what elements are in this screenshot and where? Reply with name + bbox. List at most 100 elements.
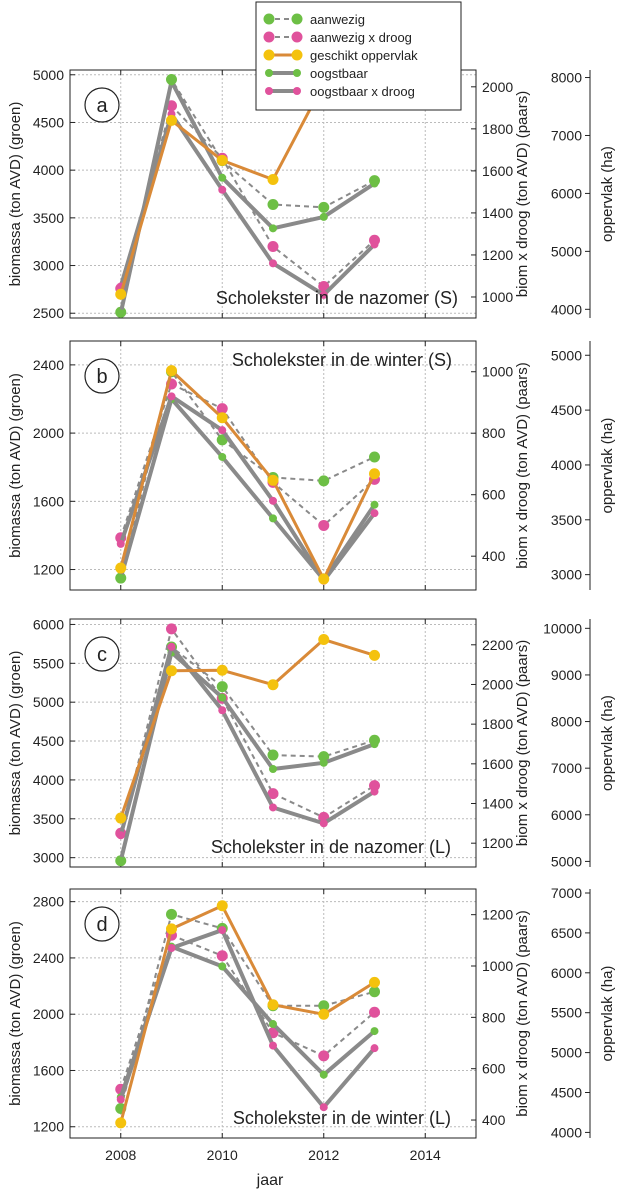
y-tick-label: 5000 — [33, 67, 64, 83]
panel-letter: d — [96, 914, 107, 936]
y3-axis-label: oppervlak (ha) — [599, 966, 616, 1062]
data-point — [269, 259, 277, 268]
data-point — [267, 679, 279, 691]
y3-tick-label: 6000 — [551, 185, 582, 201]
y-tick-label: 3000 — [33, 850, 64, 866]
data-point — [166, 365, 177, 377]
data-point — [216, 412, 228, 424]
y2-tick-label: 1800 — [482, 716, 513, 732]
y3-axis-label: oppervlak (ha) — [599, 695, 616, 791]
y2-tick-label: 2000 — [482, 676, 513, 692]
y2-tick-label: 1600 — [482, 756, 513, 772]
legend-label: oogstbaar x droog — [310, 84, 415, 99]
series-line-oogstbaar-x-droog — [118, 928, 377, 1110]
data-point — [269, 803, 277, 812]
y-axis-label: biomassa (ton AVD) (groen) — [7, 921, 24, 1106]
y2-tick-label: 2000 — [482, 79, 513, 95]
panel-title: Scholekster in de winter (S) — [232, 350, 452, 370]
y2-tick-label: 1600 — [482, 163, 513, 179]
y2-tick-label: 1800 — [482, 121, 513, 137]
y3-tick-label: 7000 — [551, 885, 582, 901]
y3-tick-label: 5000 — [551, 243, 582, 259]
data-point — [269, 514, 277, 523]
data-point — [370, 1044, 379, 1053]
data-point — [269, 1041, 277, 1050]
data-point — [318, 280, 330, 292]
y3-tick-label: 6000 — [551, 965, 582, 981]
y2-tick-label: 2200 — [482, 637, 513, 653]
series-line-oogstbaar-x-droog — [118, 644, 376, 836]
series-line-aanwezig — [119, 78, 375, 313]
data-point — [369, 451, 380, 463]
y2-axis-label: biom x droog (ton AVD) (paars) — [514, 910, 531, 1116]
series-line-oogstbaar — [118, 79, 376, 314]
y3-tick-label: 7000 — [551, 760, 582, 776]
legend-swatch-dot — [291, 49, 303, 61]
panel-letter: b — [96, 366, 107, 388]
data-point — [318, 1050, 330, 1062]
legend-label: aanwezig x droog — [310, 30, 412, 45]
y2-tick-label: 800 — [482, 425, 506, 441]
data-point — [167, 944, 176, 953]
data-point — [166, 114, 177, 126]
x-tick-label: 2010 — [207, 1147, 238, 1163]
y3-tick-label: 4000 — [551, 1124, 582, 1140]
legend-label: aanwezig — [310, 12, 365, 27]
data-point — [218, 452, 227, 461]
y3-tick-label: 4500 — [551, 402, 582, 418]
y-tick-label: 4000 — [33, 162, 64, 178]
y-axis-label: biomassa (ton AVD) (groen) — [7, 373, 24, 558]
data-point — [319, 290, 328, 299]
series-line-aanwezig — [119, 913, 375, 1109]
y2-tick-label: 600 — [482, 487, 506, 503]
data-point — [369, 976, 380, 988]
panel-b: 1200 1600 2000 2400 400 600 800 1000 3000 3500 400… — [7, 340, 616, 591]
data-point — [116, 574, 125, 583]
data-point — [267, 749, 279, 761]
y3-tick-label: 5500 — [551, 1005, 582, 1021]
series-line-geschikt-oppervlak — [119, 638, 375, 819]
y2-axis-label: biom x droog (ton AVD) (paars) — [514, 640, 531, 846]
data-point — [267, 174, 279, 186]
data-point — [216, 900, 228, 912]
series-line-geschikt-oppervlak — [119, 369, 376, 581]
data-point — [115, 1117, 127, 1129]
data-point — [216, 154, 228, 166]
data-point — [267, 999, 279, 1011]
y-tick-label: 4000 — [33, 772, 64, 788]
data-point — [116, 309, 125, 318]
data-point — [218, 173, 227, 182]
data-point — [370, 500, 379, 509]
data-point — [116, 539, 125, 548]
y3-tick-label: 8000 — [551, 714, 582, 730]
legend-swatch-dot — [291, 31, 303, 43]
plot-frame — [69, 618, 477, 868]
y2-tick-label: 1200 — [482, 835, 513, 851]
y2-tick-label: 1200 — [482, 247, 513, 263]
data-point — [166, 923, 177, 935]
legend-swatch-dot — [293, 69, 301, 77]
data-point — [318, 201, 330, 213]
legend-label: oogstbaar — [310, 66, 368, 81]
data-point — [318, 475, 330, 487]
data-point — [267, 198, 279, 210]
data-point — [167, 392, 176, 401]
data-point — [318, 1000, 330, 1012]
panel-d: 2008 2010 2012 2014 1200 1600 2000 2400 2800 400 6… — [7, 885, 616, 1163]
data-point — [115, 288, 127, 300]
series-line-geschikt-oppervlak — [119, 81, 375, 295]
y-tick-label: 2000 — [33, 425, 64, 441]
y3-tick-label: 4500 — [551, 1085, 582, 1101]
data-point — [318, 751, 330, 763]
x-axis-label: jaar — [256, 1172, 284, 1189]
panel-a: 2500 3000 3500 4000 4500 5000 1000 1200 1400 1600… — [7, 67, 616, 321]
y-tick-label: 5000 — [33, 694, 64, 710]
y-tick-label: 4500 — [33, 733, 64, 749]
panel-title: Scholekster in de nazomer (L) — [211, 837, 451, 857]
y-tick-label: 1200 — [33, 562, 64, 578]
data-point — [369, 780, 380, 792]
data-point — [167, 642, 176, 651]
y2-tick-label: 1400 — [482, 796, 513, 812]
data-point — [115, 812, 127, 824]
data-point — [369, 1006, 380, 1018]
